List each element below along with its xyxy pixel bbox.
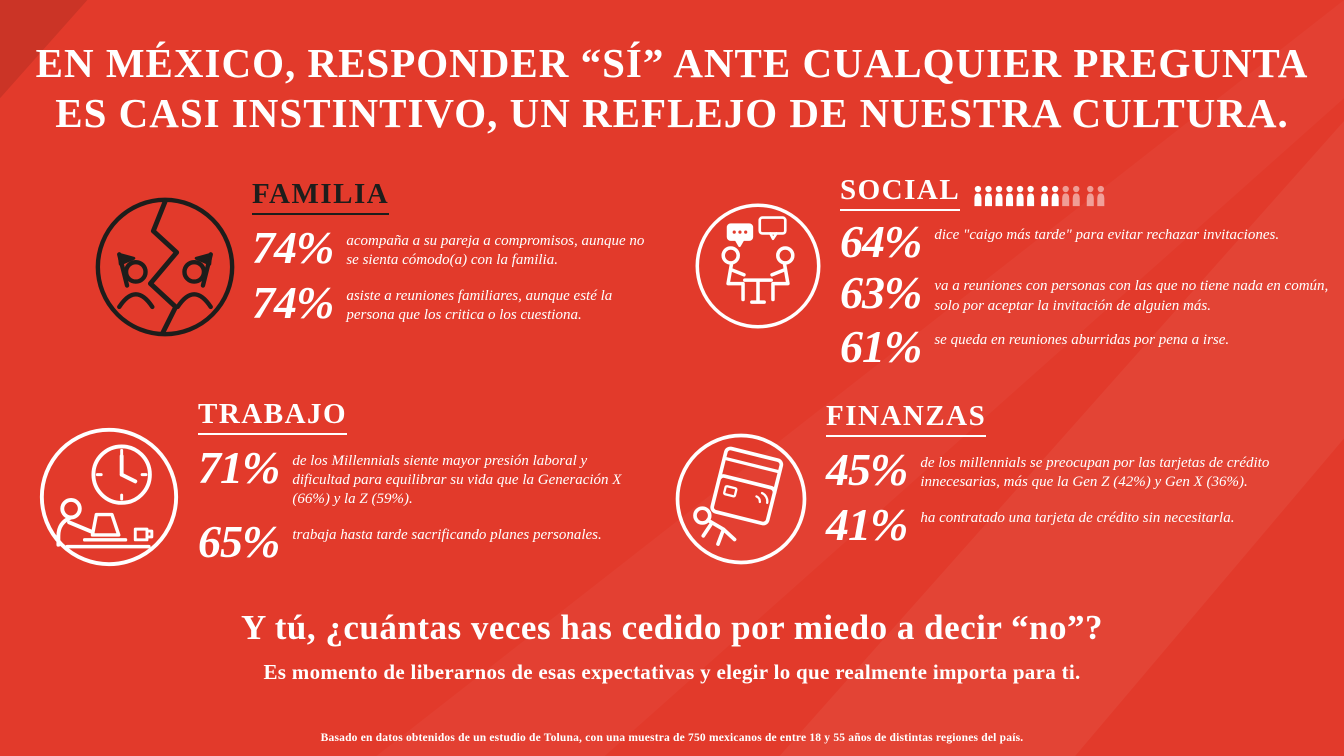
stat-text: ha contratado una tarjeta de crédito sin… xyxy=(920,510,1235,527)
familia-heading: FAMILIA xyxy=(252,180,390,215)
stat-value: 61% xyxy=(840,320,922,372)
finanzas-content: FINANZAS 45% de los millennials se preoc… xyxy=(826,402,1322,551)
credit-cards-icon xyxy=(672,430,810,568)
stat-text: trabaja hasta tarde sacrificando planes … xyxy=(292,527,602,544)
stat-value: 74% xyxy=(252,277,334,329)
page-title: EN MÉXICO, RESPONDER “SÍ” ANTE CUALQUIER… xyxy=(0,38,1344,138)
trabajo-content: TRABAJO 71% de los Millennials siente ma… xyxy=(198,400,634,568)
social-heading-row: SOCIAL xyxy=(840,176,1336,211)
stat-text: asiste a reuniones familiares, aunque es… xyxy=(346,288,613,324)
finanzas-stat-1: 45% de los millennials se preocupan por … xyxy=(826,444,1322,495)
stat-text: va a reuniones con personas con las que … xyxy=(934,278,1329,314)
stat-text: de los Millennials siente mayor presión … xyxy=(292,453,622,508)
social-stat-3: 61% se queda en reuniones aburridas por … xyxy=(840,320,1336,372)
social-stat-2: 63% va a reuniones con personas con las … xyxy=(840,267,1336,319)
closing-subtitle: Es momento de liberarnos de esas expecta… xyxy=(263,660,1081,684)
title-line-2: ES CASI INSTINTIVO, UN REFLEJO DE NUESTR… xyxy=(55,90,1289,137)
familia-content: FAMILIA 74% acompaña a su pareja a compr… xyxy=(252,180,654,329)
source-footnote: Basado en datos obtenidos de un estudio … xyxy=(320,732,1024,744)
stat-text: se queda en reuniones aburridas por pena… xyxy=(934,331,1230,348)
social-heading: SOCIAL xyxy=(840,176,961,211)
stat-value: 45% xyxy=(826,444,908,495)
stat-text: dice "caigo más tarde" para evitar recha… xyxy=(934,227,1280,243)
section-social: SOCIAL xyxy=(692,176,1336,372)
stat-value: 64% xyxy=(840,216,922,267)
stat-text: acompaña a su pareja a compromisos, aunq… xyxy=(346,233,645,269)
clock-laptop-icon xyxy=(36,424,182,570)
section-trabajo: TRABAJO 71% de los Millennials siente ma… xyxy=(36,400,634,570)
people-talking-icon xyxy=(692,200,824,332)
stat-value: 63% xyxy=(840,267,922,319)
finanzas-heading: FINANZAS xyxy=(826,402,987,437)
familia-stat-2: 74% asiste a reuniones familiares, aunqu… xyxy=(252,277,654,329)
title-line-1: EN MÉXICO, RESPONDER “SÍ” ANTE CUALQUIER… xyxy=(35,40,1309,86)
stat-value: 74% xyxy=(252,222,334,273)
stat-value: 41% xyxy=(826,499,908,551)
closing-block: Y tú, ¿cuántas veces has cedido por mied… xyxy=(0,608,1344,685)
trabajo-heading: TRABAJO xyxy=(198,400,348,435)
section-finanzas: FINANZAS 45% de los millennials se preoc… xyxy=(672,402,1322,568)
familia-stat-1: 74% acompaña a su pareja a compromisos, … xyxy=(252,222,654,273)
stat-text: de los millennials se preocupan por las … xyxy=(920,455,1270,491)
stat-value: 65% xyxy=(198,516,280,568)
finanzas-stat-2: 41% ha contratado una tarjeta de crédito… xyxy=(826,499,1322,551)
stat-value: 71% xyxy=(198,442,280,493)
section-familia: FAMILIA 74% acompaña a su pareja a compr… xyxy=(92,180,654,340)
social-stat-1: 64% dice "caigo más tarde" para evitar r… xyxy=(840,216,1336,267)
people-crowd-icon xyxy=(974,185,1105,207)
social-content: SOCIAL xyxy=(840,176,1336,372)
closing-question: Y tú, ¿cuántas veces has cedido por mied… xyxy=(241,608,1103,647)
trabajo-stat-2: 65% trabaja hasta tarde sacrificando pla… xyxy=(198,516,634,568)
broken-family-flags-icon xyxy=(92,194,238,340)
trabajo-stat-1: 71% de los Millennials siente mayor pres… xyxy=(198,442,634,509)
